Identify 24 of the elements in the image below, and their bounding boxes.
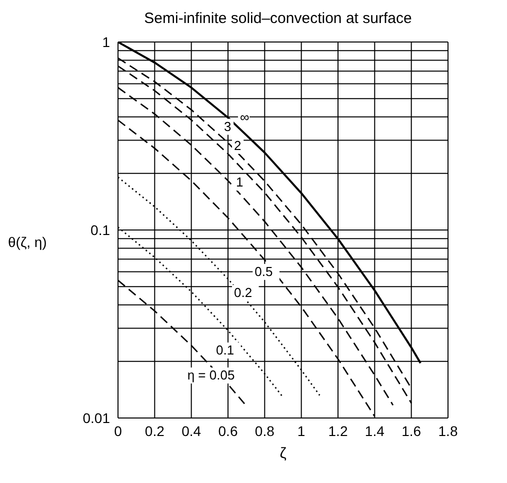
x-tick-label: 1.4	[364, 422, 385, 439]
y-axis-title: θ(ζ, η)	[8, 234, 47, 250]
x-tick-label: 0.8	[254, 422, 275, 439]
series-label: 0.1	[216, 342, 234, 358]
x-tick-label: 0	[114, 422, 122, 439]
x-tick-label: 1.2	[328, 422, 348, 439]
x-axis-title: ζ	[280, 445, 287, 462]
x-tick-label: 0.2	[144, 422, 165, 439]
series-label: 1	[236, 174, 244, 190]
y-tick-label: 0.01	[82, 410, 110, 426]
series-label: ∞	[240, 110, 250, 125]
series-label: 0.2	[234, 284, 252, 300]
x-tick-label: 1.8	[438, 422, 458, 439]
x-tick-label: 1	[297, 422, 306, 439]
x-tick-label: 0.4	[182, 422, 202, 439]
series-label: 2	[234, 138, 242, 153]
chart-title: Semi-infinite solid–convection at surface	[143, 10, 413, 27]
x-tick-label: 0.6	[218, 422, 238, 439]
series-label: 0.5	[254, 264, 273, 279]
y-tick-label: 1	[102, 34, 110, 50]
x-tick-label: 1.6	[402, 422, 422, 439]
y-tick-label: 0.1	[90, 222, 110, 238]
series-label: η = 0.05	[187, 368, 235, 383]
series-label: 3	[224, 118, 232, 134]
